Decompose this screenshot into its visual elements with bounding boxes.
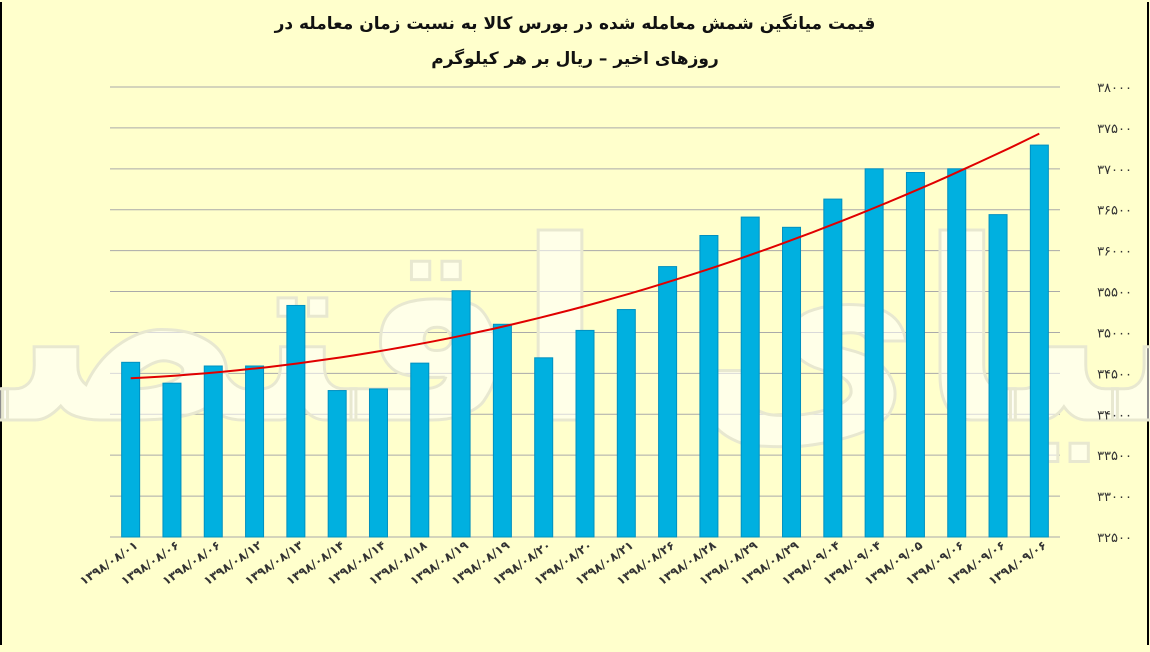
bar	[245, 365, 265, 538]
chart-title-line-2: روزهای اخیر – ریال بر هر کیلوگرم	[431, 49, 719, 69]
bar	[327, 390, 347, 538]
y-tick-label: ۳۴۵۰۰	[1097, 367, 1132, 382]
bar	[988, 214, 1008, 538]
bar	[782, 226, 802, 538]
y-tick-label: ۳۳۵۰۰	[1097, 449, 1132, 464]
y-tick-label: ۳۲۵۰۰	[1097, 531, 1132, 546]
bar	[534, 357, 554, 538]
bar	[1029, 144, 1049, 538]
bar	[286, 304, 306, 538]
bar	[368, 388, 388, 538]
bar	[162, 382, 182, 538]
y-tick-label: ۳۶۰۰۰	[1097, 245, 1132, 260]
bar	[823, 198, 843, 538]
y-tick-label: ۳۸۰۰۰	[1097, 81, 1132, 96]
y-tick-label: ۳۵۰۰۰	[1097, 326, 1132, 341]
y-tick-label: ۳۴۰۰۰	[1097, 408, 1132, 423]
bar	[658, 266, 678, 538]
trendline-group	[130, 132, 1040, 380]
bar	[699, 235, 719, 538]
x-axis-ticks: ۱۳۹۸/۰۸/۰۱۱۳۹۸/۰۸/۰۶۱۳۹۸/۰۸/۰۶۱۳۹۸/۰۸/۱۲…	[77, 538, 1049, 588]
bar	[616, 309, 636, 538]
y-axis-ticks: ۳۸۰۰۰ ۳۷۵۰۰ ۳۷۰۰۰ ۳۶۵۰۰ ۳۶۰۰۰ ۳۵۵۰۰ ۳۵۰۰۰ ۳۴۵۰۰…	[1097, 81, 1132, 546]
bar	[947, 168, 967, 538]
trendline	[130, 132, 1040, 380]
y-tick-label: ۳۶۵۰۰	[1097, 204, 1132, 219]
chart-title-line-1: قیمت میانگین شمش معامله شده در بورس کالا…	[274, 14, 876, 34]
bars	[121, 144, 1049, 538]
bar	[121, 361, 141, 538]
bar	[864, 168, 884, 538]
y-tick-label: ۳۵۵۰۰	[1097, 286, 1132, 301]
y-tick-label: ۳۳۰۰۰	[1097, 490, 1132, 505]
bar	[410, 362, 430, 538]
bar	[905, 172, 925, 538]
bar	[203, 365, 223, 538]
bar	[492, 323, 512, 538]
bar	[575, 329, 595, 538]
bar	[451, 290, 471, 538]
y-tick-label: ۳۷۰۰۰	[1097, 163, 1132, 178]
bar	[740, 216, 760, 538]
y-tick-label: ۳۷۵۰۰	[1097, 122, 1132, 137]
